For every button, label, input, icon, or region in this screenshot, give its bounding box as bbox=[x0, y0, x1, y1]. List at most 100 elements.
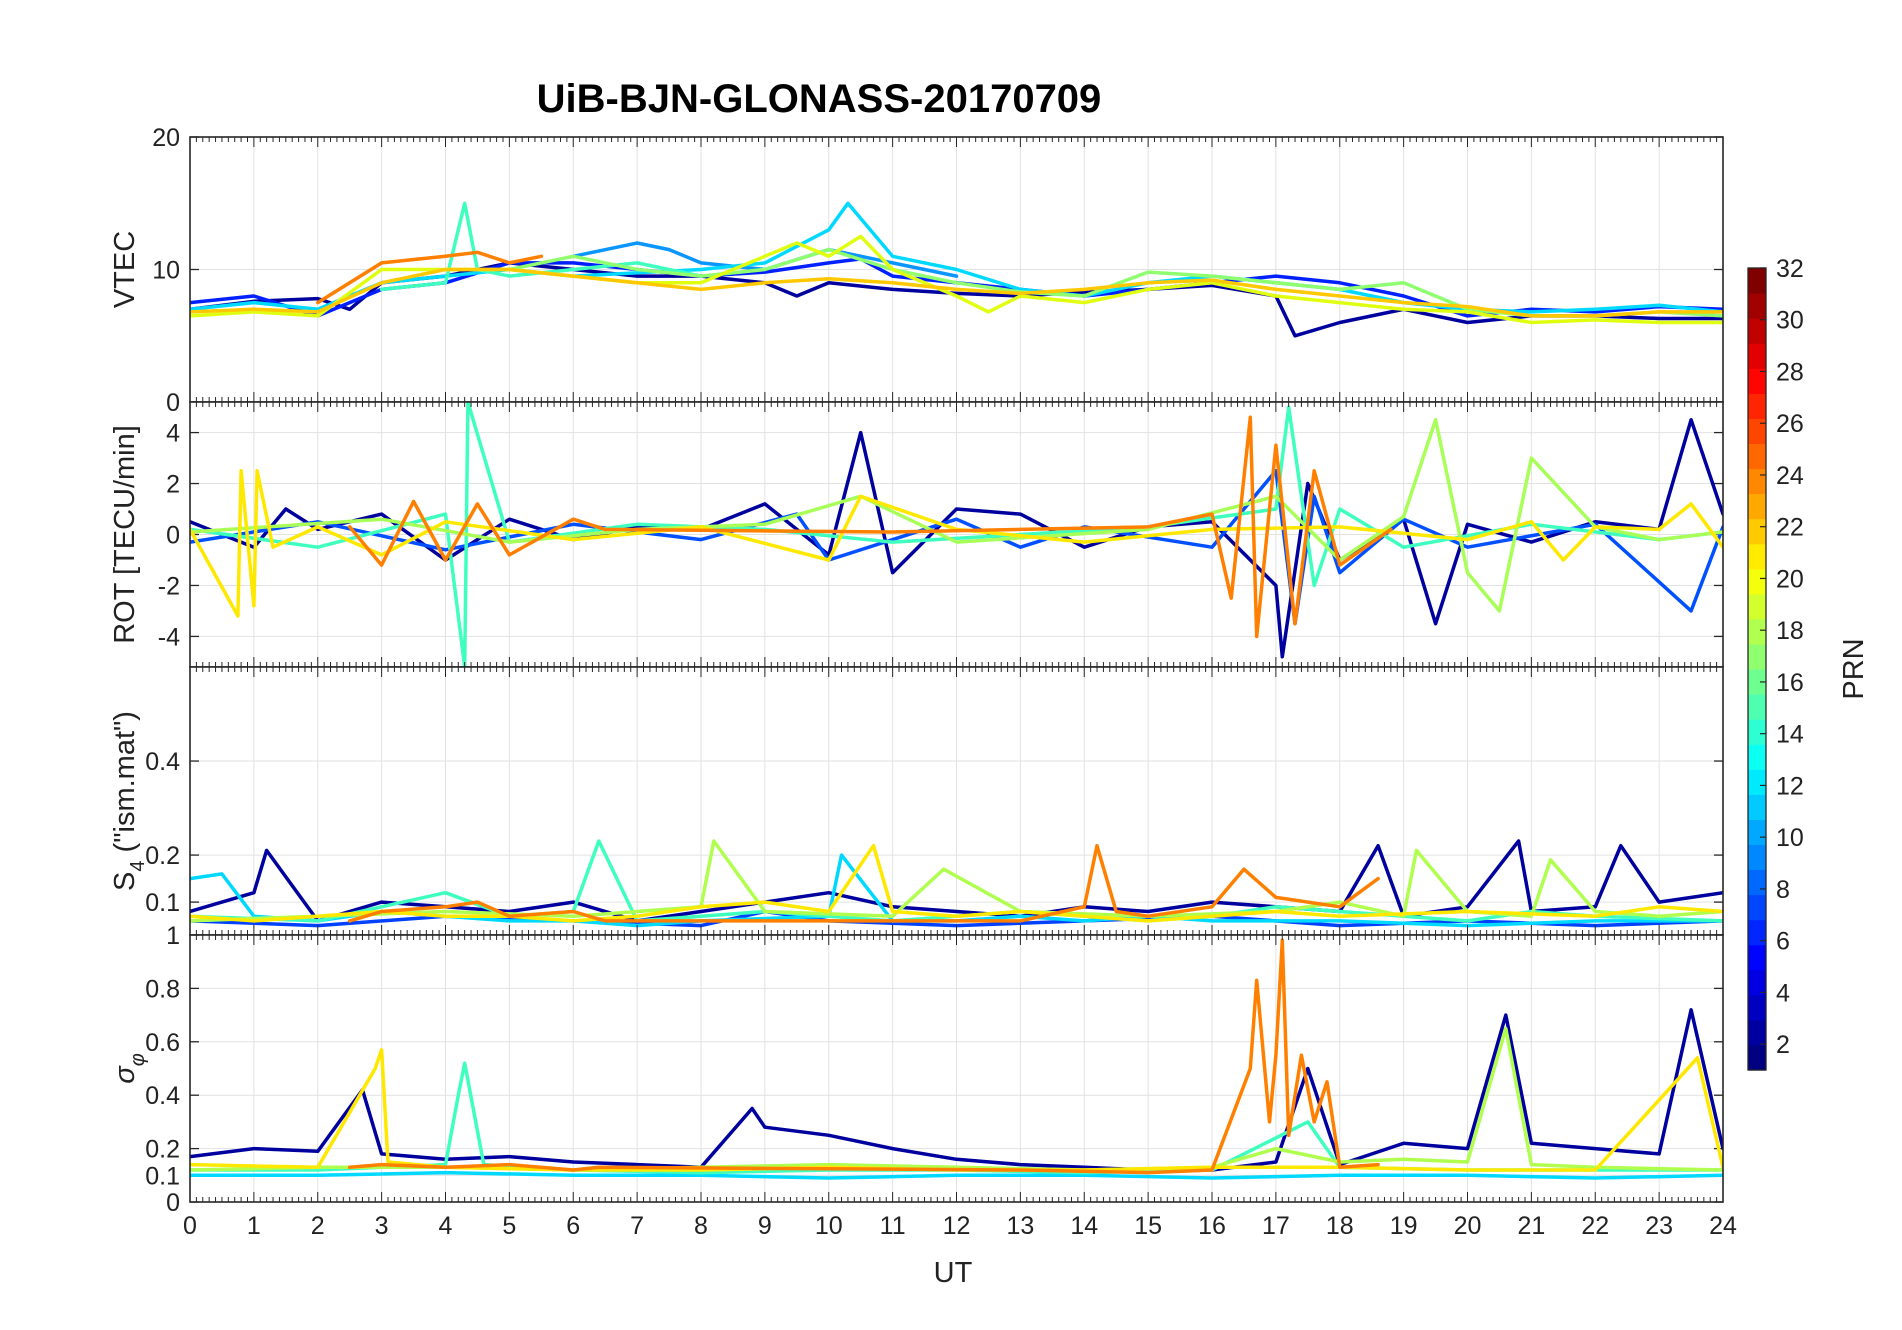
y-tick-label: 1 bbox=[166, 922, 180, 950]
colorbar-tick-label: 22 bbox=[1776, 514, 1804, 542]
colorbar-segment bbox=[1748, 669, 1766, 695]
panel-frame bbox=[189, 934, 1724, 1203]
colorbar-segment bbox=[1748, 643, 1766, 670]
y-tick-label: -4 bbox=[158, 623, 180, 651]
x-axis-label: UT bbox=[934, 1257, 973, 1289]
x-tick-label: 16 bbox=[1198, 1212, 1226, 1240]
colorbar-label: PRN bbox=[1838, 638, 1870, 699]
colorbar-tick-label: 2 bbox=[1776, 1031, 1790, 1059]
y-tick-label: 0 bbox=[166, 522, 180, 550]
colorbar-segment bbox=[1748, 1044, 1766, 1071]
y-tick-label: -2 bbox=[158, 572, 180, 600]
x-tick-label: 1 bbox=[247, 1212, 261, 1240]
y-tick-label: 0.2 bbox=[145, 842, 180, 870]
colorbar-segment bbox=[1748, 518, 1766, 545]
colorbar-segment bbox=[1748, 568, 1766, 595]
panel-series bbox=[190, 402, 1723, 667]
panel-series bbox=[190, 938, 1723, 1180]
colorbar-tick-label: 12 bbox=[1776, 772, 1804, 800]
y-tick-label: 2 bbox=[166, 471, 180, 499]
colorbar-segment bbox=[1748, 618, 1766, 645]
y-tick-label: 0.1 bbox=[145, 1162, 180, 1190]
x-tick-label: 20 bbox=[1454, 1212, 1482, 1240]
series-line-prn-23 bbox=[347, 938, 1380, 1175]
y-tick-label: 0 bbox=[166, 389, 180, 417]
y-axis-label-sub: φ bbox=[127, 1053, 149, 1066]
colorbar-segment bbox=[1748, 894, 1766, 921]
colorbar-segment bbox=[1748, 1019, 1766, 1046]
y-tick-label: 0.4 bbox=[145, 1082, 180, 1110]
x-tick-label: 15 bbox=[1134, 1212, 1162, 1240]
y-axis-label: σφ bbox=[109, 1053, 149, 1084]
x-tick-label: 2 bbox=[311, 1212, 325, 1240]
y-axis-label-main: S bbox=[109, 872, 141, 891]
colorbar-segment bbox=[1748, 543, 1766, 570]
y-axis-label-sub: 4 bbox=[127, 861, 149, 872]
colorbar-frame bbox=[1747, 267, 1767, 1071]
panel-sigma: 00.10.2 0.4 0.6 0.8 1 σφ bbox=[109, 922, 1724, 1217]
x-tick-label: 5 bbox=[502, 1212, 516, 1240]
y-axis-label-main: σ bbox=[109, 1065, 141, 1084]
colorbar-segment bbox=[1748, 343, 1766, 369]
colorbar-segment bbox=[1748, 393, 1766, 419]
colorbar-segment bbox=[1748, 844, 1766, 871]
colorbar-segment bbox=[1748, 418, 1766, 445]
colorbar-segment bbox=[1748, 293, 1766, 319]
x-tick-label: 9 bbox=[758, 1212, 772, 1240]
colorbar-tick-label: 18 bbox=[1776, 617, 1804, 645]
x-tick-label: 21 bbox=[1517, 1212, 1545, 1240]
colorbar-tick-label: 24 bbox=[1776, 462, 1804, 490]
colorbar-segment bbox=[1748, 969, 1766, 996]
y-tick-label: 4 bbox=[166, 420, 180, 448]
colorbar-segment bbox=[1748, 819, 1766, 846]
series-line-prn-12 bbox=[190, 1170, 1723, 1180]
panel-series bbox=[190, 201, 1723, 338]
colorbar-segment bbox=[1748, 744, 1766, 770]
chart-title: UiB-BJN-GLONASS-20170709 bbox=[537, 77, 1102, 121]
colorbar-tick-label: 16 bbox=[1776, 669, 1804, 697]
x-tick-label: 17 bbox=[1262, 1212, 1290, 1240]
y-tick-label: 0.8 bbox=[145, 975, 180, 1003]
x-tick-label: 11 bbox=[880, 1212, 906, 1240]
colorbar-segment bbox=[1748, 368, 1766, 394]
y-tick-label: 0 bbox=[166, 1189, 180, 1217]
x-tick-label: 19 bbox=[1390, 1212, 1418, 1240]
y-axis-label-rest: ("ism.mat") bbox=[109, 711, 141, 860]
colorbar-segment bbox=[1748, 593, 1766, 620]
y-tick-label: 0.4 bbox=[145, 748, 180, 776]
x-tick-label: 12 bbox=[943, 1212, 971, 1240]
colorbar-tick-label: 6 bbox=[1776, 928, 1790, 956]
colorbar-tick-label: 32 bbox=[1776, 255, 1804, 283]
y-tick-label: 0.1 bbox=[145, 889, 180, 917]
colorbar-segment bbox=[1748, 719, 1766, 745]
x-tick-label: 0 bbox=[183, 1212, 197, 1240]
y-axis-label: S4 ("ism.mat") bbox=[109, 711, 149, 891]
colorbar-segment bbox=[1748, 919, 1766, 946]
colorbar-tick-label: 26 bbox=[1776, 410, 1804, 438]
colorbar-tick-label: 4 bbox=[1776, 979, 1790, 1007]
y-tick-label: 0.6 bbox=[145, 1029, 180, 1057]
x-tick-label: 6 bbox=[566, 1212, 580, 1240]
colorbar-segment bbox=[1748, 944, 1766, 971]
colorbar-segment bbox=[1748, 769, 1766, 795]
colorbar-tick-label: 20 bbox=[1776, 565, 1804, 593]
colorbar-tick-label: 10 bbox=[1776, 824, 1804, 852]
panel-vtec: 0 10 20 VTEC bbox=[109, 124, 1724, 417]
panel-s4: 0.10.20.4S4 ("ism.mat") bbox=[109, 666, 1724, 936]
colorbar-segment bbox=[1748, 994, 1766, 1021]
series-line-prn-23 bbox=[347, 415, 1393, 639]
x-tick-label: 18 bbox=[1326, 1212, 1354, 1240]
y-tick-label: 0.2 bbox=[145, 1136, 180, 1164]
x-tick-label: 13 bbox=[1006, 1212, 1034, 1240]
colorbar-segment bbox=[1748, 493, 1766, 520]
colorbar-segment bbox=[1748, 468, 1766, 495]
panel-series bbox=[190, 839, 1723, 928]
x-tick-label: 3 bbox=[375, 1212, 389, 1240]
x-tick-label: 10 bbox=[815, 1212, 843, 1240]
series-line-prn-20 bbox=[190, 469, 1723, 618]
x-tick-label: 14 bbox=[1070, 1212, 1098, 1240]
series-line-prn-21 bbox=[190, 267, 1723, 318]
colorbar-tick-label: 14 bbox=[1776, 721, 1804, 749]
